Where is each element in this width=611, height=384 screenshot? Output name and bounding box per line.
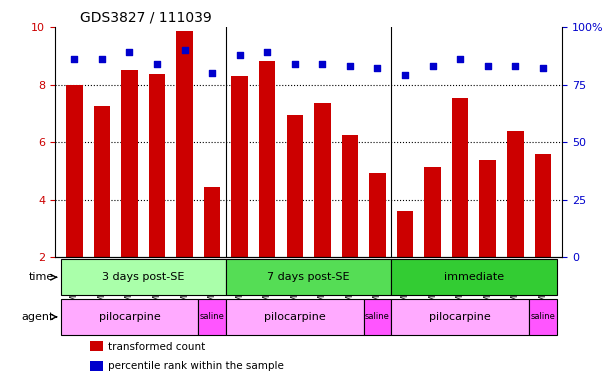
Point — [262, 49, 272, 55]
Text: transformed count: transformed count — [108, 342, 205, 352]
Point — [373, 65, 382, 71]
Bar — [480, 160, 496, 257]
Bar — [342, 135, 358, 257]
Point — [538, 65, 547, 71]
FancyBboxPatch shape — [391, 299, 529, 335]
Bar — [66, 85, 82, 257]
Bar — [90, 361, 103, 371]
Bar — [397, 211, 413, 257]
Point — [207, 70, 217, 76]
Text: agent: agent — [21, 312, 54, 322]
Text: pilocarpine: pilocarpine — [430, 312, 491, 322]
Text: GDS3827 / 111039: GDS3827 / 111039 — [81, 10, 212, 24]
Text: immediate: immediate — [444, 272, 504, 282]
Bar — [452, 98, 469, 257]
Bar — [204, 187, 221, 257]
FancyBboxPatch shape — [60, 260, 226, 295]
Point — [235, 51, 244, 58]
Bar — [424, 167, 441, 257]
FancyBboxPatch shape — [226, 299, 364, 335]
Point — [510, 63, 520, 69]
Text: pilocarpine: pilocarpine — [264, 312, 326, 322]
FancyBboxPatch shape — [391, 260, 557, 295]
Text: 7 days post-SE: 7 days post-SE — [267, 272, 350, 282]
Bar — [507, 131, 524, 257]
Point — [70, 56, 79, 62]
Text: saline: saline — [365, 312, 390, 321]
Text: 3 days post-SE: 3 days post-SE — [102, 272, 185, 282]
Text: pilocarpine: pilocarpine — [98, 312, 160, 322]
Text: saline: saline — [530, 312, 555, 321]
Bar — [314, 103, 331, 257]
Point — [345, 63, 355, 69]
Point — [97, 56, 107, 62]
Point — [290, 61, 299, 67]
Bar — [259, 61, 276, 257]
FancyBboxPatch shape — [226, 260, 391, 295]
Point — [125, 49, 134, 55]
Bar — [232, 76, 248, 257]
Point — [318, 61, 327, 67]
Text: saline: saline — [200, 312, 224, 321]
Bar — [369, 173, 386, 257]
FancyBboxPatch shape — [529, 299, 557, 335]
Bar — [148, 74, 165, 257]
Bar — [90, 341, 103, 351]
Text: percentile rank within the sample: percentile rank within the sample — [108, 361, 284, 371]
Point — [455, 56, 465, 62]
Point — [152, 61, 162, 67]
Bar — [287, 115, 303, 257]
Point — [180, 47, 189, 53]
FancyBboxPatch shape — [60, 299, 199, 335]
Point — [400, 72, 410, 78]
Bar — [121, 70, 137, 257]
FancyBboxPatch shape — [199, 299, 226, 335]
Bar — [93, 106, 110, 257]
Bar — [176, 31, 193, 257]
Bar — [535, 154, 551, 257]
Text: time: time — [28, 272, 54, 282]
Point — [428, 63, 437, 69]
Point — [483, 63, 492, 69]
FancyBboxPatch shape — [364, 299, 391, 335]
